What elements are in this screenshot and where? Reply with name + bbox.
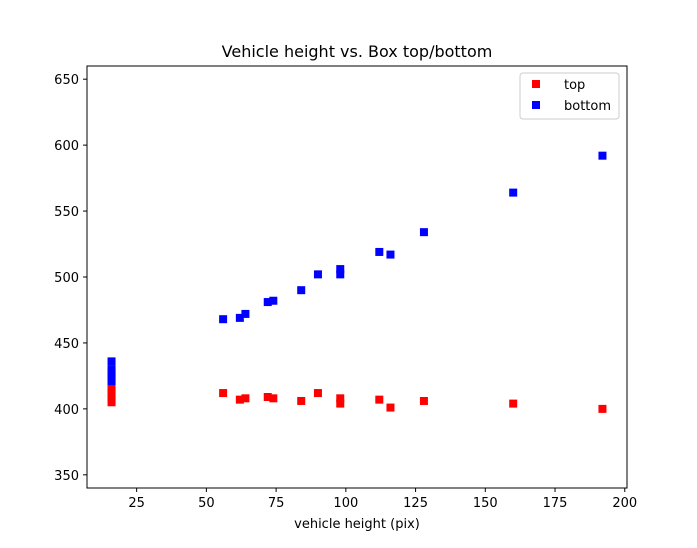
data-point-bottom bbox=[336, 270, 345, 279]
y-tick-label: 600 bbox=[54, 139, 79, 154]
legend-label-top: top bbox=[564, 78, 585, 93]
y-tick-label: 350 bbox=[54, 469, 79, 484]
data-point-bottom bbox=[235, 313, 244, 322]
data-point-top bbox=[419, 396, 428, 405]
data-point-bottom bbox=[336, 265, 345, 274]
y-axis: 350 400 450 500 550 600 650 bbox=[54, 73, 87, 484]
y-tick-label: 450 bbox=[54, 337, 79, 352]
x-tick-label: 75 bbox=[268, 496, 285, 511]
data-point-top bbox=[107, 382, 116, 391]
data-point-top bbox=[375, 395, 384, 404]
data-point-bottom bbox=[107, 357, 116, 366]
y-tick-label: 550 bbox=[54, 205, 79, 220]
y-tick-label: 400 bbox=[54, 403, 79, 418]
data-point-top bbox=[235, 395, 244, 404]
data-point-top bbox=[297, 396, 306, 405]
x-axis: 25 50 75 100 125 150 175 200 bbox=[128, 488, 637, 511]
y-tick-label: 500 bbox=[54, 271, 79, 286]
x-tick-label: 100 bbox=[333, 496, 358, 511]
data-point-bottom bbox=[107, 365, 116, 374]
legend-label-bottom: bottom bbox=[564, 99, 611, 114]
data-point-bottom bbox=[313, 270, 322, 279]
x-tick-label: 150 bbox=[473, 496, 498, 511]
legend-marker-bottom bbox=[532, 101, 540, 109]
plot-area bbox=[107, 151, 607, 413]
data-point-bottom bbox=[241, 309, 250, 318]
legend: top bottom bbox=[519, 72, 620, 120]
data-point-top bbox=[263, 393, 272, 402]
legend-marker-top bbox=[532, 80, 540, 88]
data-point-top bbox=[313, 389, 322, 398]
data-point-bottom bbox=[419, 228, 428, 237]
x-axis-label: vehicle height (pix) bbox=[294, 517, 420, 532]
x-tick-label: 50 bbox=[198, 496, 215, 511]
data-point-top bbox=[219, 389, 228, 398]
x-tick-label: 125 bbox=[403, 496, 428, 511]
x-tick-label: 25 bbox=[128, 496, 145, 511]
x-tick-label: 200 bbox=[612, 496, 637, 511]
data-point-bottom bbox=[269, 296, 278, 305]
chart-title: Vehicle height vs. Box top/bottom bbox=[222, 42, 493, 61]
data-point-top bbox=[241, 394, 250, 403]
data-point-bottom bbox=[509, 188, 518, 197]
data-point-bottom bbox=[375, 247, 384, 256]
data-point-bottom bbox=[386, 250, 395, 259]
data-point-top bbox=[386, 403, 395, 412]
legend-box bbox=[519, 72, 620, 120]
x-tick-label: 175 bbox=[543, 496, 568, 511]
y-tick-label: 650 bbox=[54, 73, 79, 88]
data-point-bottom bbox=[297, 286, 306, 295]
data-point-top bbox=[598, 404, 607, 413]
data-point-top bbox=[269, 394, 278, 403]
data-point-bottom bbox=[219, 315, 228, 324]
data-point-top bbox=[336, 399, 345, 408]
data-point-bottom bbox=[598, 151, 607, 160]
data-point-bottom bbox=[263, 298, 272, 307]
data-point-top bbox=[509, 399, 518, 408]
data-point-top bbox=[336, 394, 345, 403]
